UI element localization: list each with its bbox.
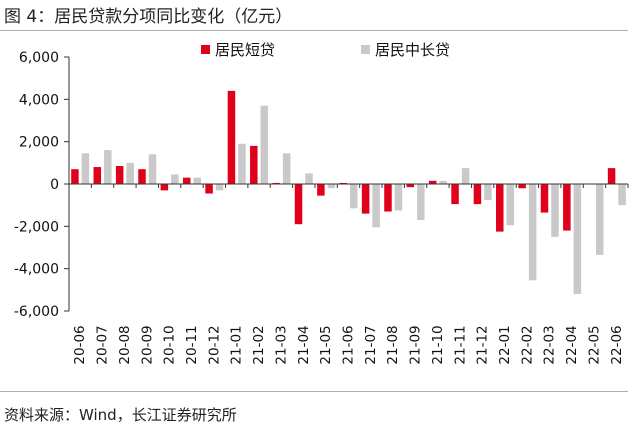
x-tick-label: 20-07 <box>95 325 111 364</box>
bar-medium-long-term-22-01 <box>506 184 515 226</box>
x-tick-label: 21-03 <box>273 325 289 364</box>
title-divider <box>0 30 628 31</box>
x-tick-label: 20-06 <box>72 325 88 364</box>
bar-short-term-20-10 <box>160 184 169 191</box>
bar-medium-long-term-21-04 <box>305 173 313 184</box>
bar-medium-long-term-22-04 <box>573 184 582 295</box>
figure-title: 图 4：居民贷款分项同比变化（亿元） <box>4 7 293 27</box>
bar-short-term-21-10 <box>428 180 437 184</box>
legend-swatch-medium-long-term <box>361 45 370 54</box>
source-note: 资料来源：Wind，长江证券研究所 <box>4 406 237 424</box>
y-tick-label: -4,000 <box>14 262 59 278</box>
x-tick-label: 20-12 <box>206 325 222 364</box>
bar-short-term-21-06 <box>339 182 347 184</box>
x-tick-label: 22-02 <box>519 325 535 364</box>
x-tick-label: 22-06 <box>609 325 625 364</box>
bar-medium-long-term-21-08 <box>394 184 403 211</box>
bar-medium-long-term-22-03 <box>551 184 559 237</box>
bar-short-term-21-12 <box>473 184 482 205</box>
x-tick-label: 21-01 <box>229 325 245 364</box>
bar-short-term-21-05 <box>317 184 325 196</box>
bar-medium-long-term-22-05 <box>595 184 604 255</box>
bar-medium-long-term-21-05 <box>327 184 336 189</box>
bar-medium-long-term-20-06 <box>81 153 90 184</box>
legend-label-short-term: 居民短贷 <box>215 41 275 59</box>
bar-short-term-20-09 <box>138 169 146 184</box>
x-tick-label: 22-01 <box>497 325 513 364</box>
x-tick-label: 20-10 <box>162 325 178 364</box>
bar-medium-long-term-21-11 <box>461 168 470 184</box>
x-tick-label: 21-10 <box>430 325 446 364</box>
bar-short-term-20-06 <box>71 169 79 184</box>
bar-short-term-20-08 <box>115 166 124 184</box>
x-tick-label: 20-09 <box>139 325 155 364</box>
bar-short-term-21-02 <box>250 145 258 184</box>
bar-short-term-21-03 <box>272 182 280 184</box>
bar-medium-long-term-21-02 <box>260 105 269 184</box>
bar-medium-long-term-22-06 <box>618 184 626 206</box>
x-tick-label: 21-02 <box>251 325 267 364</box>
bar-medium-long-term-20-08 <box>126 162 134 184</box>
bar-medium-long-term-21-06 <box>350 184 358 209</box>
x-tick-label: 22-04 <box>564 325 580 364</box>
y-tick-label: 2,000 <box>19 135 59 151</box>
bar-medium-long-term-20-10 <box>171 174 179 184</box>
bar-medium-long-term-21-01 <box>238 143 246 184</box>
x-tick-label: 20-11 <box>184 325 200 364</box>
bar-medium-long-term-21-09 <box>417 184 425 220</box>
y-tick-label: -2,000 <box>14 219 59 235</box>
bar-short-term-22-01 <box>496 184 504 232</box>
bar-short-term-21-09 <box>406 184 415 188</box>
bar-short-term-22-02 <box>518 184 526 189</box>
bar-short-term-21-04 <box>294 184 303 225</box>
bar-medium-long-term-21-12 <box>484 184 492 200</box>
bar-medium-long-term-20-07 <box>104 150 112 184</box>
x-tick-label: 20-08 <box>117 325 133 364</box>
bar-medium-long-term-21-07 <box>372 184 380 228</box>
bar-medium-long-term-22-02 <box>528 184 537 281</box>
bar-short-term-22-03 <box>540 184 549 213</box>
bar-short-term-21-11 <box>451 184 459 205</box>
footer-divider <box>0 391 628 392</box>
bar-medium-long-term-21-03 <box>282 153 291 184</box>
y-tick-label: 0 <box>50 177 59 193</box>
y-tick-label: 6,000 <box>19 50 59 66</box>
legend-label-medium-long-term: 居民中长贷 <box>375 41 450 59</box>
bar-chart: -6,000 -4,000 -2,000 0 2,000 4,000 6,000 20-06 2… <box>14 41 629 365</box>
bar-short-term-22-04 <box>563 184 571 231</box>
bar-short-term-21-01 <box>227 90 236 184</box>
x-tick-label: 21-11 <box>452 325 468 364</box>
x-tick-label: 21-04 <box>296 325 312 364</box>
bar-medium-long-term-20-11 <box>193 177 201 184</box>
x-tick-label: 21-08 <box>385 325 401 364</box>
bar-short-term-22-06 <box>607 168 616 184</box>
x-tick-label: 21-05 <box>318 325 334 364</box>
bar-medium-long-term-20-12 <box>215 184 224 191</box>
bar-short-term-20-07 <box>93 167 102 184</box>
bar-short-term-21-08 <box>384 184 392 212</box>
x-tick-label: 22-05 <box>586 325 602 364</box>
legend-swatch-short-term <box>201 45 210 54</box>
x-tick-label: 21-06 <box>341 325 357 364</box>
bar-short-term-21-07 <box>361 184 370 214</box>
x-tick-label: 21-09 <box>408 325 424 364</box>
x-tick-label: 21-12 <box>475 325 491 364</box>
y-tick-label: -6,000 <box>14 304 59 320</box>
bar-medium-long-term-21-10 <box>439 180 447 184</box>
x-tick-label: 21-07 <box>363 325 379 364</box>
bar-short-term-20-11 <box>182 177 191 184</box>
bar-short-term-20-12 <box>205 184 213 194</box>
bar-medium-long-term-20-09 <box>148 154 157 184</box>
y-tick-label: 4,000 <box>19 92 59 108</box>
x-tick-label: 22-03 <box>542 325 558 364</box>
